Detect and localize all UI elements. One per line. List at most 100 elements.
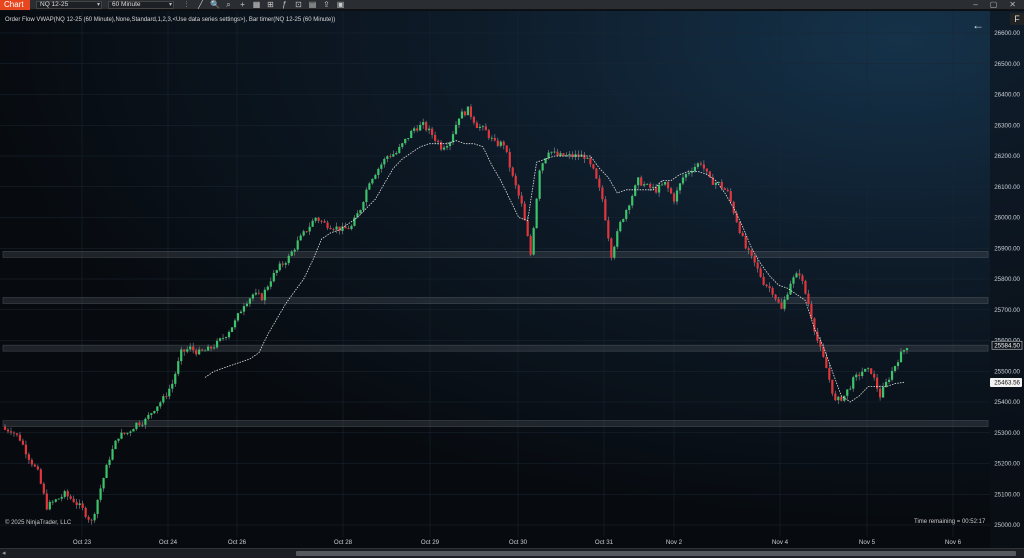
candle-down: [640, 177, 643, 186]
candle-up: [111, 449, 114, 460]
candle-up: [311, 220, 314, 227]
candle-up: [392, 154, 395, 157]
candle-down: [523, 203, 526, 221]
candle-up: [637, 177, 640, 186]
candle-up: [359, 209, 362, 214]
candle-down: [759, 268, 762, 277]
candle-down: [493, 137, 496, 141]
candle-up: [156, 406, 159, 411]
candle-up: [442, 147, 446, 150]
scroll-thumb[interactable]: [296, 551, 1016, 556]
candle-down: [90, 519, 93, 521]
candle-down: [655, 187, 658, 193]
candle-down: [305, 231, 308, 233]
interval-selector[interactable]: 60 Minute ▾: [108, 0, 174, 9]
candle-down: [87, 516, 90, 520]
candle-down: [496, 140, 499, 146]
candle-down: [589, 157, 592, 165]
chart-tab[interactable]: Chart: [0, 0, 30, 10]
chart-trader-icon[interactable]: ▣: [336, 0, 345, 9]
candle-up: [622, 219, 625, 222]
candle-up: [114, 440, 117, 450]
candle-down: [520, 195, 523, 204]
candle-up: [410, 130, 413, 138]
candle-down: [598, 178, 601, 188]
candle-up: [896, 362, 900, 367]
horizontal-scrollbar[interactable]: ◂: [0, 548, 1024, 558]
maximize-icon[interactable]: ▢: [989, 0, 998, 9]
candle-up: [568, 154, 571, 156]
candle-up: [96, 499, 99, 514]
data-box-icon[interactable]: ▤: [308, 0, 317, 9]
candle-up: [159, 402, 162, 407]
price-chart[interactable]: 26600.00 26500.00 26400.00 26300.00 26200.00…: [0, 11, 1024, 548]
candle-up: [657, 184, 661, 193]
share-icon[interactable]: ⇪: [323, 0, 330, 9]
bar-type-icon[interactable]: ⫶: [185, 0, 188, 9]
candle-down: [69, 496, 72, 499]
candle-down: [762, 276, 765, 285]
candle-down: [472, 116, 476, 123]
candle-up: [413, 128, 416, 131]
time-tick-label: Oct 23: [73, 539, 92, 546]
candle-down: [260, 293, 263, 301]
candle-up: [783, 299, 786, 309]
properties-icon[interactable]: ▦: [252, 0, 261, 9]
strategies-icon[interactable]: ⊞: [267, 0, 274, 9]
back-arrow-icon[interactable]: ←: [972, 18, 984, 32]
candle-up: [419, 124, 422, 131]
candle-up: [153, 410, 156, 414]
copyright-text: © 2025 NinjaTrader, LLC: [5, 520, 72, 526]
chart-background: [0, 11, 1024, 548]
candle-up: [129, 431, 132, 433]
magnify-icon[interactable]: ⌕: [226, 0, 231, 9]
last-price-label: 25584.50: [994, 342, 1020, 349]
candle-up: [371, 178, 374, 184]
candle-up: [102, 478, 105, 489]
candle-down: [753, 255, 756, 263]
candles: [3, 104, 909, 525]
candle-down: [744, 235, 747, 249]
candle-up: [207, 346, 210, 351]
candle-down: [735, 213, 738, 223]
candle-down: [798, 273, 801, 276]
candle-up: [684, 174, 688, 178]
candle-up: [457, 118, 461, 125]
candle-up: [499, 141, 502, 146]
price-tick-label: 25400.00: [994, 399, 1020, 406]
templates-icon[interactable]: ⊡: [295, 0, 302, 9]
candle-up: [368, 183, 371, 190]
candle-down: [45, 493, 48, 510]
candle-up: [218, 338, 222, 341]
f-badge[interactable]: F: [1010, 13, 1024, 25]
indicators-icon[interactable]: ƒ: [282, 0, 287, 9]
instrument-selector[interactable]: NQ 12-25 ▾: [36, 0, 102, 9]
candle-up: [144, 418, 147, 425]
candle-up: [789, 283, 792, 295]
candle-up: [565, 155, 568, 157]
candle-up: [299, 235, 302, 241]
candle-up: [168, 388, 171, 397]
candle-up: [302, 231, 305, 236]
price-tick-label: 25800.00: [994, 276, 1020, 283]
candle-up: [272, 272, 275, 282]
candle-up: [616, 231, 619, 247]
close-icon[interactable]: ✕: [1009, 0, 1016, 9]
minimize-icon[interactable]: –: [973, 0, 978, 9]
candle-up: [245, 303, 249, 307]
price-markers: 25584.50 25463.56: [990, 340, 1023, 387]
crosshair-icon[interactable]: +: [240, 0, 245, 9]
price-tick-label: 25000.00: [994, 522, 1020, 529]
candle-up: [652, 187, 655, 188]
zoom-icon[interactable]: 🔍: [210, 0, 220, 9]
scroll-left-icon[interactable]: ◂: [2, 550, 6, 557]
candle-down: [6, 429, 10, 432]
candle-down: [72, 498, 75, 503]
candle-down: [484, 126, 487, 131]
candle-up: [628, 205, 631, 210]
candle-up: [48, 501, 51, 510]
candle-up: [293, 249, 296, 252]
candle-up: [899, 351, 903, 363]
candle-up: [93, 513, 96, 521]
draw-line-icon[interactable]: ╱: [198, 0, 203, 9]
